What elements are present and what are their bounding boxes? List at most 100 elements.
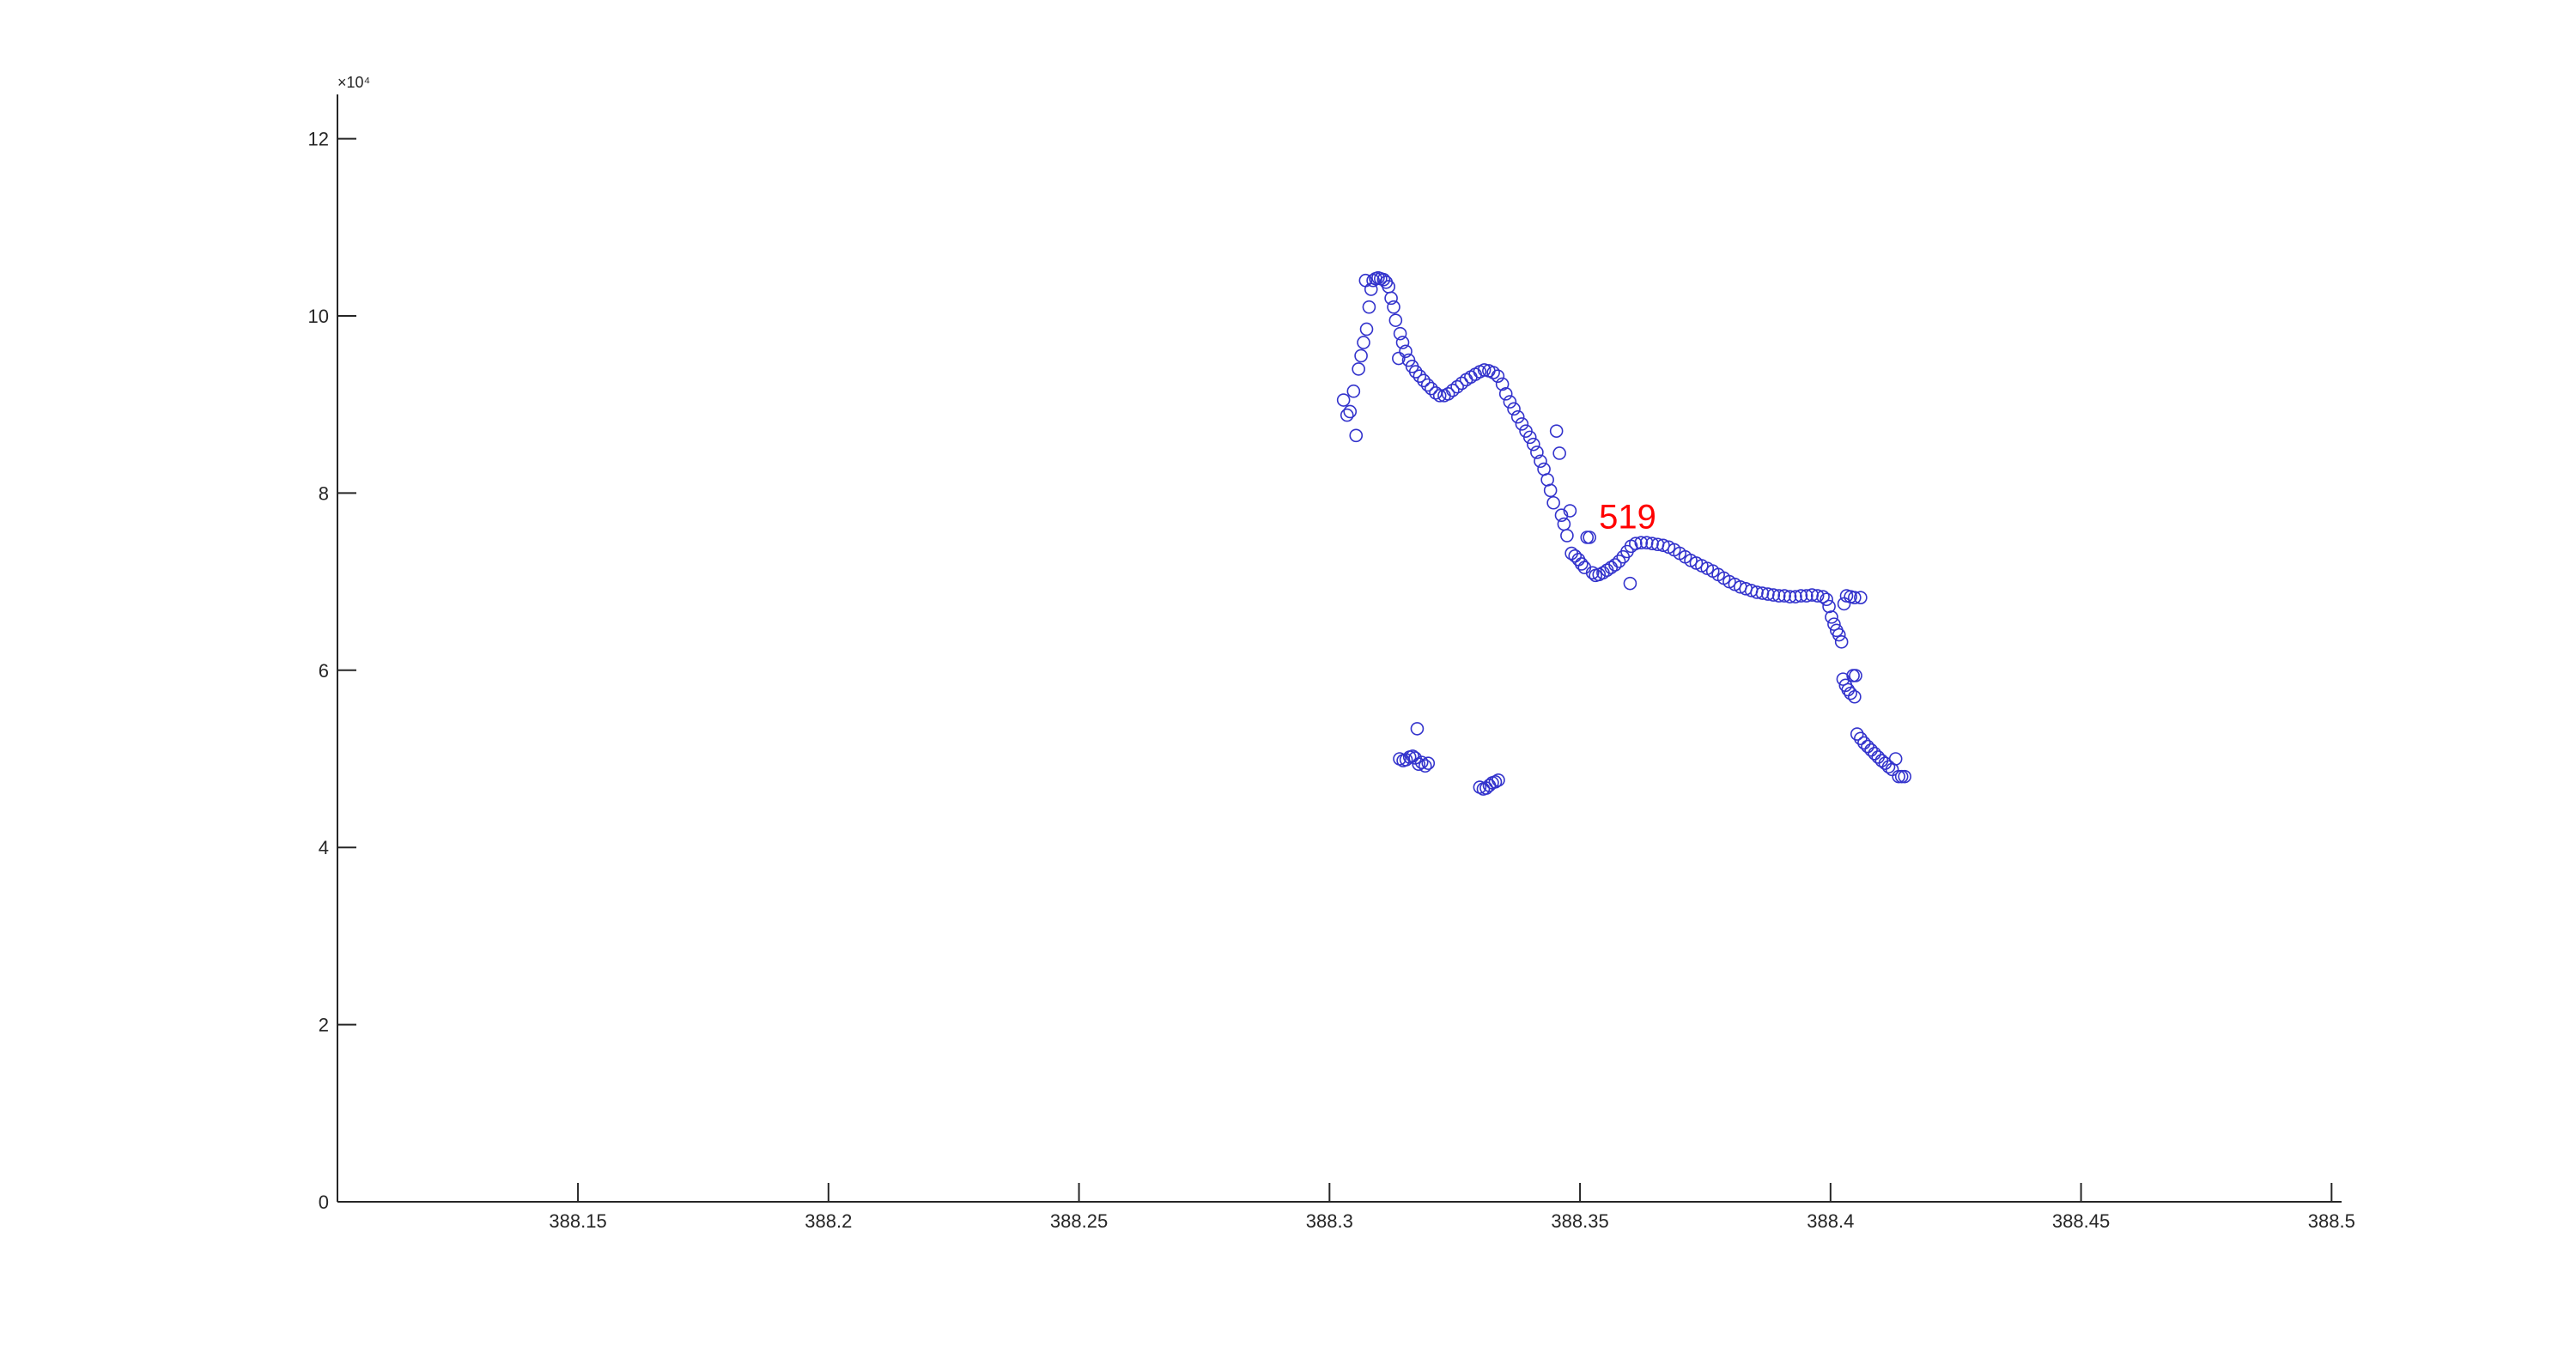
data-point <box>1510 409 1525 424</box>
data-point <box>1645 537 1659 551</box>
data-point <box>1399 344 1413 359</box>
data-point <box>1530 446 1544 459</box>
data-point <box>1450 379 1464 394</box>
data-point <box>1546 495 1560 510</box>
data-point <box>1441 387 1455 401</box>
data-point <box>1384 291 1398 306</box>
data-point <box>1789 590 1802 603</box>
data-point <box>1495 377 1510 391</box>
data-point <box>1857 736 1871 750</box>
data-point <box>1507 402 1521 416</box>
data-point <box>1761 587 1775 601</box>
data-point <box>1376 272 1391 287</box>
data-point <box>1844 686 1857 700</box>
data-point <box>1563 504 1577 518</box>
data-point <box>1846 669 1860 682</box>
data-point <box>1408 365 1423 379</box>
data-point <box>1395 336 1410 349</box>
data-point <box>1892 769 1905 784</box>
data-point <box>1414 755 1429 769</box>
data-point <box>1417 373 1431 388</box>
x-tick-label: 388.25 <box>1050 1210 1108 1232</box>
data-point <box>1871 750 1886 764</box>
data-point <box>1755 586 1770 600</box>
data-point <box>1898 769 1911 784</box>
data-point <box>1568 549 1583 563</box>
data-point <box>1868 747 1881 761</box>
data-point <box>1534 454 1547 469</box>
data-point <box>1399 753 1413 767</box>
data-point <box>1522 430 1537 445</box>
x-tick-label: 388.35 <box>1551 1210 1608 1232</box>
data-point <box>1848 591 1862 604</box>
x-tick-label: 388.3 <box>1306 1210 1353 1232</box>
data-point <box>1888 752 1903 766</box>
data-point <box>1346 384 1361 398</box>
data-point <box>1827 617 1841 631</box>
point-annotation: 519 <box>1599 499 1656 537</box>
data-point <box>1894 769 1909 784</box>
data-point <box>1639 536 1654 549</box>
data-point <box>1783 590 1797 603</box>
y-tick-label: 8 <box>319 482 329 504</box>
data-point <box>1848 689 1862 704</box>
data-point <box>1410 722 1425 736</box>
data-point <box>1850 727 1864 741</box>
data-point <box>1608 558 1622 572</box>
y-tick-label: 12 <box>308 129 329 150</box>
data-point <box>1881 760 1896 774</box>
data-point <box>1446 383 1460 397</box>
data-point <box>1343 404 1358 419</box>
data-point <box>1455 376 1469 391</box>
data-point <box>1800 589 1814 603</box>
data-point <box>1412 757 1425 771</box>
data-point <box>1486 366 1500 379</box>
data-point <box>1432 389 1447 403</box>
data-point <box>1874 754 1889 767</box>
y-tick-label: 4 <box>319 837 329 858</box>
data-point <box>1418 759 1432 773</box>
data-point <box>1816 590 1830 603</box>
data-point <box>1834 634 1849 649</box>
annotations: 519 <box>1599 499 1656 537</box>
data-point <box>1424 381 1438 396</box>
data-point <box>1766 588 1781 602</box>
y-tick-label: 10 <box>308 306 329 327</box>
x-tick-label: 388.2 <box>805 1210 852 1232</box>
data-point <box>1503 395 1517 409</box>
data-points <box>1336 270 1911 796</box>
data-point <box>1825 610 1838 624</box>
data-point <box>1854 591 1868 604</box>
data-point <box>1543 483 1558 498</box>
data-point <box>1634 536 1649 549</box>
data-point <box>1340 408 1354 422</box>
data-point <box>1515 417 1529 431</box>
data-point <box>1362 300 1376 314</box>
data-point <box>1794 589 1808 603</box>
data-point <box>1832 628 1846 642</box>
data-point <box>1554 508 1569 523</box>
data-point <box>1575 557 1589 571</box>
data-point <box>1750 585 1764 599</box>
data-point <box>1354 349 1368 363</box>
data-point <box>1623 576 1637 591</box>
data-point <box>1557 517 1571 531</box>
data-point <box>1421 756 1436 770</box>
data-point <box>1861 739 1874 754</box>
data-point <box>1352 362 1365 376</box>
data-point <box>1854 731 1868 746</box>
data-point <box>1629 537 1643 551</box>
x-tick-label: 388.5 <box>2308 1210 2355 1232</box>
data-point <box>1492 773 1505 787</box>
x-tick-label: 388.4 <box>1807 1210 1854 1232</box>
data-point <box>1349 428 1364 443</box>
data-point <box>1357 336 1370 349</box>
data-point <box>1420 378 1435 392</box>
data-point <box>1477 363 1492 377</box>
y-tick-label: 6 <box>319 660 329 682</box>
data-point <box>1612 555 1626 568</box>
data-point <box>1388 313 1403 327</box>
data-point <box>1810 589 1825 603</box>
